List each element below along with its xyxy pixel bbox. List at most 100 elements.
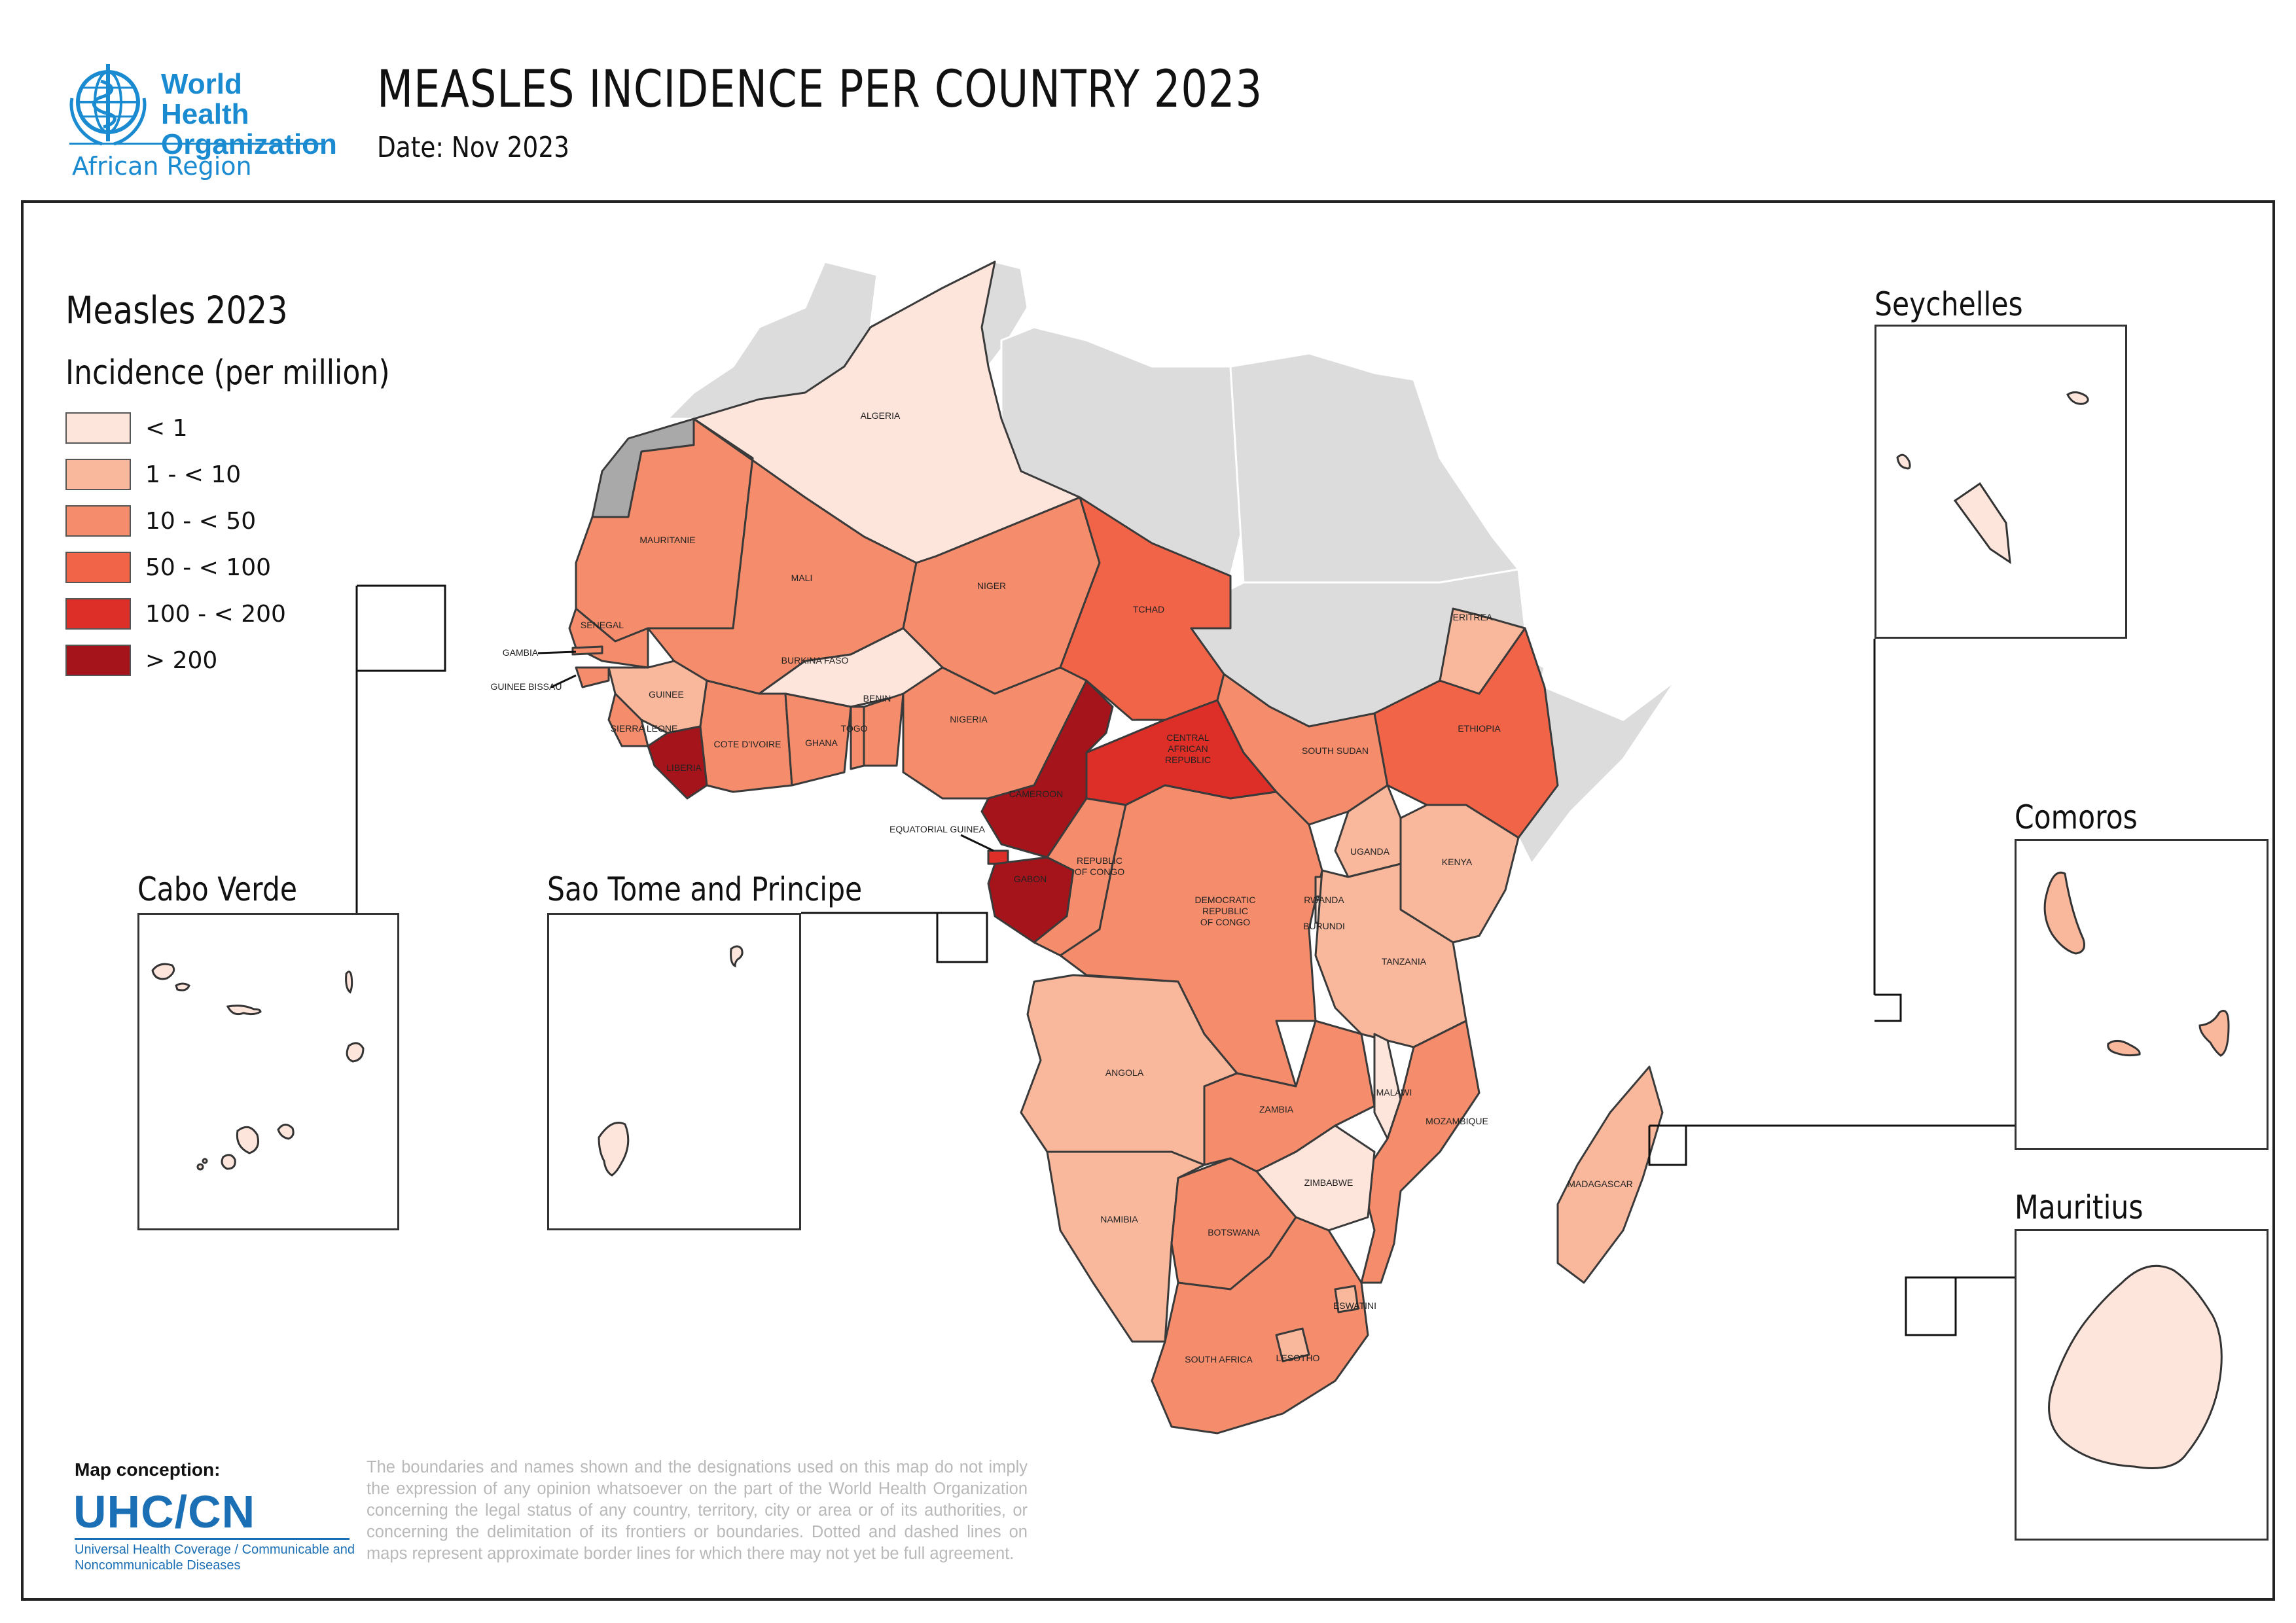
legend-swatch <box>65 552 131 583</box>
country-label-algeria: ALGERIA <box>861 410 901 421</box>
country-label-south-africa: SOUTH AFRICA <box>1185 1354 1253 1364</box>
country-label-guinee-bissau: GUINEE BISSAU <box>491 681 562 692</box>
country-label-angola: ANGOLA <box>1105 1067 1144 1078</box>
who-emblem-icon <box>69 64 147 146</box>
country-label-mali: MALI <box>791 573 813 583</box>
country-eswatini <box>1334 1285 1359 1313</box>
legend-swatch <box>65 598 131 630</box>
inset-title-sao-tome: Sao Tome and Principe <box>547 870 863 908</box>
country-south-africa <box>1151 1216 1369 1435</box>
country-mauritanie <box>575 418 754 643</box>
legend-label: 100 - < 200 <box>145 601 286 628</box>
connector-line <box>1648 1126 1687 1166</box>
country-label-burkina-faso: BURKINA FASO <box>781 655 849 666</box>
country-label-eritrea: ERITREA <box>1453 612 1493 622</box>
connector-line <box>550 674 577 688</box>
sao-tome-islands <box>598 945 744 1177</box>
who-logo: World Health Organization African Region <box>63 59 337 183</box>
country-label-senegal: SENEGAL <box>581 620 624 630</box>
country-guinee-bissau <box>575 666 610 688</box>
country-mozambique <box>1360 1020 1480 1284</box>
legend-label: 50 - < 100 <box>145 554 272 581</box>
country-label-mauritanie: MAURITANIE <box>639 535 695 545</box>
legend-swatch <box>65 412 131 444</box>
legend-swatch <box>65 645 131 676</box>
country-gambia <box>571 645 603 656</box>
country-label-car: CENTRAL AFRICAN REPUBLIC <box>1165 732 1211 765</box>
country-label-uganda: UGANDA <box>1350 846 1390 857</box>
country-benin <box>863 692 905 767</box>
country-label-congo: REPUBLIC OF CONGO <box>1075 855 1124 877</box>
disclaimer: The boundaries and names shown and the d… <box>367 1458 1028 1563</box>
country-label-malawi: MALAWI <box>1376 1087 1412 1097</box>
country-label-kenya: KENYA <box>1442 857 1473 867</box>
mauritius-island <box>2048 1264 2223 1469</box>
country-label-lesotho: LESOTHO <box>1276 1353 1320 1363</box>
country-madagascar <box>1556 1065 1664 1284</box>
country-label-cameroon: CAMEROON <box>1009 789 1063 799</box>
inset-cabo-verde <box>137 913 399 1230</box>
who-region: African Region <box>72 152 252 181</box>
country-label-equatorial-guinea: EQUATORIAL GUINEA <box>889 824 986 834</box>
unit-logo: UHC/CN <box>73 1486 256 1537</box>
country-label-guinee: GUINEE <box>649 689 684 700</box>
map-frame <box>21 200 2275 1601</box>
country-sierra-leone <box>607 692 649 747</box>
country-label-zambia: ZAMBIA <box>1259 1104 1294 1115</box>
country-label-gambia: GAMBIA <box>503 647 539 658</box>
country-togo <box>850 705 865 770</box>
unit-full-name: Universal Health Coverage / Communicable… <box>75 1543 355 1573</box>
country-label-ethiopia: ETHIOPIA <box>1458 723 1501 734</box>
map-date: Date: Nov 2023 <box>377 131 569 164</box>
country-label-gabon: GABON <box>1014 874 1047 884</box>
country-label-ghana: GHANA <box>805 738 838 748</box>
logo-divider <box>69 143 325 145</box>
inset-title-mauritius: Mauritius <box>2015 1188 2144 1226</box>
country-label-sierra-leone: SIERRA LEONE <box>611 723 678 734</box>
connector-line <box>1905 1276 1957 1336</box>
country-cote-divoire <box>699 679 793 793</box>
page-title: MEASLES INCIDENCE PER COUNTRY 2023 <box>377 60 1263 119</box>
country-label-drc: DEMOCRATIC REPUBLIC OF CONGO <box>1194 895 1255 927</box>
seychelles-islands <box>1896 391 2089 565</box>
country-label-liberia: LIBERIA <box>666 762 702 773</box>
country-label-burundi: BURUNDI <box>1303 921 1345 931</box>
country-label-niger: NIGER <box>977 580 1006 591</box>
country-drc <box>1059 784 1323 1088</box>
country-label-benin: BENIN <box>863 693 891 704</box>
inset-sao-tome <box>547 913 801 1230</box>
country-label-south-sudan: SOUTH SUDAN <box>1302 745 1369 756</box>
legend-swatch <box>65 459 131 490</box>
legend-label: > 200 <box>145 647 218 674</box>
country-label-namibia: NAMIBIA <box>1100 1214 1138 1224</box>
connector-line <box>1874 993 1902 1022</box>
connector-line <box>537 651 577 654</box>
legend-label: < 1 <box>145 415 188 442</box>
inset-title-cabo-verde: Cabo Verde <box>137 870 297 908</box>
unit-divider <box>75 1538 350 1540</box>
inset-title-seychelles: Seychelles <box>1874 285 2023 323</box>
connector-line <box>936 912 988 963</box>
connector-line <box>357 584 446 672</box>
cabo-verde-islands <box>151 963 365 1171</box>
country-eritrea <box>1439 607 1526 695</box>
inset-seychelles <box>1874 325 2127 639</box>
legend-subtitle: Incidence (per million) <box>65 353 390 393</box>
country-ghana <box>784 692 852 787</box>
country-label-botswana: BOTSWANA <box>1208 1227 1260 1238</box>
inset-title-comoros: Comoros <box>2015 798 2138 836</box>
inset-mauritius <box>2015 1229 2269 1541</box>
who-name-line1: World Health <box>161 68 249 130</box>
country-label-mozambique: MOZAMBIQUE <box>1426 1116 1488 1126</box>
country-label-tchad: TCHAD <box>1133 604 1164 615</box>
country-label-togo: TOGO <box>841 723 868 734</box>
country-label-tanzania: TANZANIA <box>1382 956 1427 967</box>
legend-swatch <box>65 505 131 537</box>
country-egypt <box>1229 352 1520 584</box>
inset-comoros <box>2015 839 2269 1150</box>
map-conception-label: Map conception: <box>75 1459 221 1480</box>
country-label-zimbabwe: ZIMBABWE <box>1304 1177 1354 1188</box>
country-lesotho <box>1275 1327 1310 1363</box>
country-label-madagascar: MADAGASCAR <box>1568 1179 1633 1189</box>
